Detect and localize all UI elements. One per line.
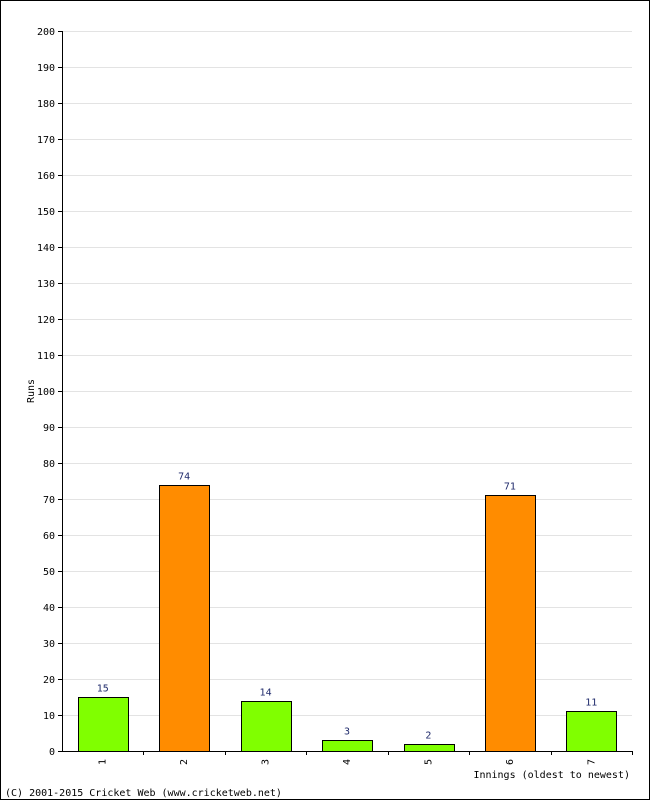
data-label: 74: [178, 472, 190, 483]
data-label: 11: [585, 698, 597, 709]
bar-innings-7: [566, 711, 617, 752]
x-tick-label: 5: [423, 759, 434, 765]
data-label: 14: [260, 688, 272, 699]
y-tick-label: 70: [43, 495, 55, 506]
x-tick-label: 4: [342, 759, 353, 765]
data-label: 15: [97, 684, 109, 695]
y-tick-label: 10: [43, 711, 55, 722]
bar-innings-4: [322, 740, 373, 752]
x-axis-title: Innings (oldest to newest): [473, 770, 630, 781]
data-label: 3: [344, 727, 350, 738]
y-tick-label: 40: [43, 603, 55, 614]
y-tick-label: 130: [37, 279, 55, 290]
gridlines: [62, 31, 632, 716]
y-tick-label: 120: [37, 315, 55, 326]
y-tick-label: 80: [43, 459, 55, 470]
y-tick-label: 100: [37, 387, 55, 398]
y-tick-label: 180: [37, 99, 55, 110]
x-tick-label: 6: [505, 759, 516, 765]
y-tick-label: 50: [43, 567, 55, 578]
data-label: 71: [504, 482, 516, 493]
x-tick-label: 3: [261, 759, 272, 765]
y-tick-label: 190: [37, 63, 55, 74]
x-tick-label: 2: [179, 759, 190, 765]
y-tick-label: 170: [37, 135, 55, 146]
axes: 0 10 20 30 40 50 60 70 80 90 100 110 120 130 140 150 160…: [37, 27, 633, 765]
y-tick-label: 20: [43, 675, 55, 686]
bar-innings-2: [159, 485, 210, 752]
data-labels: 15 74 14 3 2 71 11: [97, 472, 598, 742]
data-label: 2: [425, 731, 431, 742]
y-tick-label: 90: [43, 423, 55, 434]
y-tick-label: 0: [49, 747, 55, 758]
y-tick-label: 150: [37, 207, 55, 218]
y-tick-label: 110: [37, 351, 55, 362]
bar-innings-6: [485, 495, 536, 752]
bar-innings-3: [241, 701, 292, 752]
y-tick-label: 60: [43, 531, 55, 542]
bar-innings-5: [404, 744, 455, 752]
y-axis-title: Runs: [26, 379, 37, 403]
x-tick-label: 1: [98, 759, 109, 765]
copyright-footer: (C) 2001-2015 Cricket Web (www.cricketwe…: [5, 788, 282, 799]
bar-innings-1: [78, 697, 129, 752]
y-tick-label: 200: [37, 27, 55, 38]
y-tick-label: 140: [37, 243, 55, 254]
y-tick-label: 160: [37, 171, 55, 182]
x-tick-label: 7: [586, 759, 597, 765]
y-tick-label: 30: [43, 639, 55, 650]
bars: [78, 485, 617, 752]
